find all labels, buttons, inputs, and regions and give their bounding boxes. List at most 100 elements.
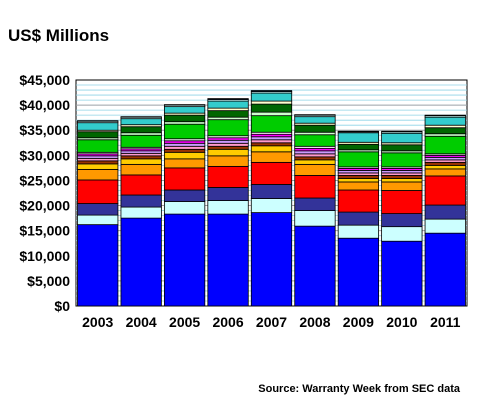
y-tick-label: $40,000 — [19, 97, 70, 113]
x-axis-ticks: 2003 2004 2005 2006 2007 2008 2009 2010 2011 — [82, 314, 461, 330]
bar-segment — [337, 130, 380, 133]
bar-segment — [163, 114, 206, 123]
bar-segment — [120, 206, 162, 219]
bar-segment — [337, 237, 380, 307]
bar-segment — [337, 211, 380, 226]
bar-segment — [424, 164, 466, 170]
bar-segment — [207, 100, 249, 109]
bar-segment — [207, 165, 249, 188]
bar-segment — [163, 158, 206, 169]
bar-segment — [77, 168, 119, 181]
bar-segment — [424, 168, 466, 177]
bar-segment — [250, 103, 293, 113]
y-tick-label: $10,000 — [19, 248, 70, 264]
bar-segment — [250, 151, 293, 163]
bar-segment — [381, 132, 423, 144]
x-tick-label: 2003 — [82, 314, 113, 330]
bar-segment — [163, 104, 206, 106]
bar-segment — [207, 187, 249, 201]
bar-segment — [207, 145, 249, 150]
bars — [77, 90, 466, 307]
bar-segment — [250, 139, 293, 144]
bar-segment — [120, 217, 162, 307]
bar-segment — [294, 114, 336, 116]
bar-segment — [294, 150, 336, 155]
y-tick-label: $15,000 — [19, 223, 70, 239]
y-tick-label: $20,000 — [19, 198, 70, 214]
x-tick-label: 2011 — [430, 314, 461, 330]
bar-segment — [424, 135, 466, 155]
bar-segment — [207, 110, 249, 118]
bar-segment — [207, 155, 249, 167]
bar-segment — [381, 175, 423, 179]
x-tick-label: 2004 — [126, 314, 157, 330]
bar-segment — [337, 224, 380, 239]
bar-segment — [381, 178, 423, 183]
bar-segment — [294, 153, 336, 158]
bar-segment — [207, 200, 249, 215]
bar-segment — [381, 152, 423, 168]
bar-segment — [77, 224, 119, 307]
bar-segment — [294, 210, 336, 227]
bar-segment — [207, 119, 249, 137]
bar-segment — [381, 240, 423, 307]
y-tick-label: $35,000 — [19, 122, 70, 138]
bar-segment — [207, 213, 249, 307]
bar-segment — [163, 148, 206, 153]
bar-segment — [120, 118, 162, 126]
bar-segment — [294, 175, 336, 199]
y-tick-label: $25,000 — [19, 172, 70, 188]
bar-segment — [337, 143, 380, 151]
bar-segment — [163, 189, 206, 202]
bar-segment — [207, 148, 249, 157]
bar-segment — [381, 213, 423, 228]
bar-segment — [250, 136, 293, 141]
bar-segment — [120, 194, 162, 208]
bar-segment — [120, 134, 162, 148]
y-tick-label: $0 — [54, 298, 70, 314]
bar-segment — [250, 100, 293, 105]
y-axis-ticks: $0 $5,000 $10,000 $15,000 $20,000 $25,000 $30,… — [19, 72, 70, 314]
bar-segment — [337, 181, 380, 191]
bar-segment — [207, 142, 249, 147]
chart-title: US$ Millions — [8, 26, 110, 45]
bar-segment — [337, 178, 380, 183]
bar-segment — [77, 120, 119, 122]
bar-segment — [424, 204, 466, 220]
bar-segment — [250, 184, 293, 199]
x-tick-label: 2008 — [299, 314, 330, 330]
bar-segment — [163, 201, 206, 215]
bar-segment — [294, 134, 336, 147]
bar-segment — [250, 212, 293, 307]
bar-segment — [381, 144, 423, 152]
bar-segment — [337, 175, 380, 179]
bar-segment — [294, 197, 336, 211]
bar-segment — [77, 160, 119, 165]
bar-segment — [163, 213, 206, 307]
bar-segment — [424, 161, 466, 166]
bar-segment — [424, 116, 466, 126]
bar-segment — [424, 232, 466, 307]
bar-segment — [337, 189, 380, 213]
bar-segment — [381, 190, 423, 214]
chart-source: Source: Warranty Week from SEC data — [258, 383, 460, 395]
bar-segment — [294, 156, 336, 161]
bar-segment — [381, 181, 423, 191]
bar-segment — [163, 145, 206, 150]
bar-segment — [77, 214, 119, 226]
bar-segment — [250, 161, 293, 185]
bar-segment — [250, 198, 293, 213]
y-tick-label: $30,000 — [19, 147, 70, 163]
bar-segment — [250, 90, 293, 92]
bar-segment — [77, 131, 119, 139]
bar-segment — [163, 167, 206, 191]
bar-segment — [294, 163, 336, 176]
bar-segment — [77, 203, 119, 216]
bar-segment — [120, 163, 162, 176]
bar-segment — [250, 145, 293, 153]
bar-segment — [120, 126, 162, 134]
bar-segment — [120, 174, 162, 196]
bar-segment — [381, 130, 423, 133]
bar-segment — [77, 139, 119, 153]
